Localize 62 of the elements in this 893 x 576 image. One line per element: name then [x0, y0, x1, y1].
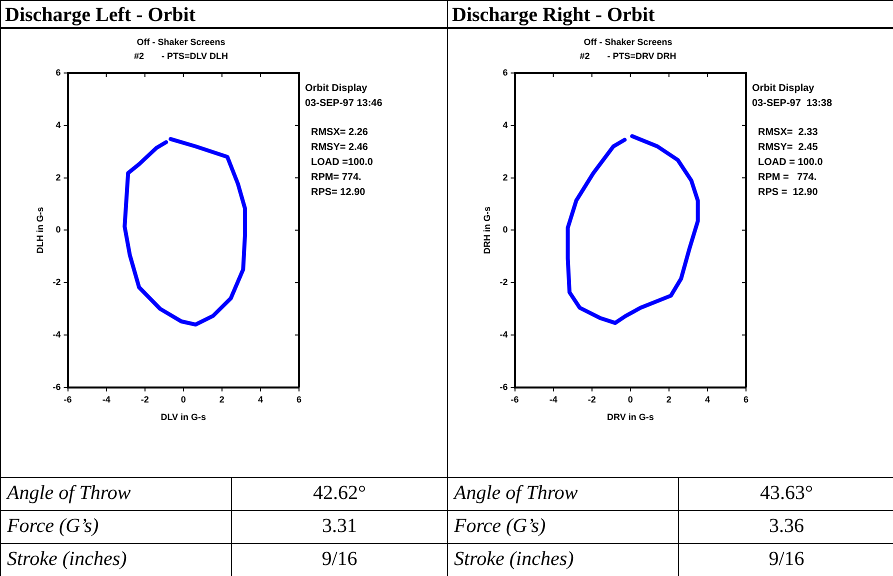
text: RMSX= 2.26	[311, 126, 369, 140]
y-tick-label: -2	[500, 277, 508, 288]
text: Force (G’s)	[448, 511, 679, 543]
text: Angle of Throw	[448, 478, 679, 510]
x-tick-label: 6	[296, 394, 302, 404]
x-axis-title: DLV in G-s	[160, 412, 206, 422]
x-tick-label: 0	[180, 394, 186, 404]
x-tick-label: -2	[140, 394, 149, 404]
x-tick-label: 4	[704, 394, 710, 404]
y-tick-label: 6	[502, 67, 508, 78]
x-tick-label: -6	[510, 394, 519, 404]
y-axis-title: DRH in G-s	[482, 206, 492, 254]
text: Stroke (inches)	[1, 544, 232, 576]
text: Force (G’s)	[1, 511, 232, 543]
y-tick-label: 2	[56, 172, 61, 182]
y-tick-label: 0	[56, 224, 61, 235]
y-tick-label: -2	[52, 277, 61, 288]
x-tick-label: 2	[219, 394, 224, 404]
x-tick-label: 0	[628, 394, 633, 404]
y-tick-label: 0	[502, 224, 508, 235]
text: 9/16	[320, 547, 358, 572]
text: RPM = 774.	[758, 171, 818, 185]
text: 3.31	[321, 514, 358, 539]
text: Stroke (inches)	[448, 544, 679, 576]
text: RMSX= 2.33	[758, 126, 819, 140]
text: RMSY= 2.45	[758, 141, 819, 155]
x-tick-label: -2	[588, 394, 596, 404]
y-tick-label: -4	[52, 329, 61, 340]
x-axis-title: DRV in G-s	[606, 412, 654, 422]
chart-title: Discharge Right - Orbit	[448, 1, 893, 29]
y-tick-label: -6	[52, 382, 61, 392]
y-tick-label: 4	[56, 120, 61, 130]
x-tick-label: -4	[549, 394, 558, 404]
text: Orbit Display	[305, 82, 368, 96]
y-axis-title: DLH in G-s	[34, 206, 45, 254]
x-tick-label: 6	[743, 394, 749, 404]
text: Angle of Throw	[1, 478, 232, 510]
text: 03-SEP-97 13:46	[305, 97, 382, 111]
text: Orbit Display	[752, 82, 816, 96]
text: LOAD = 100.0	[758, 156, 824, 170]
text: 42.62°	[312, 481, 367, 506]
y-tick-label: 6	[56, 67, 61, 78]
chart-title: Discharge Left - Orbit	[1, 1, 447, 29]
x-tick-label: 2	[666, 394, 672, 404]
chart-subtitle: Off - Shaker Screens #2 - PTS=DLV DLH	[132, 36, 230, 63]
text: 03-SEP-97 13:38	[752, 97, 832, 111]
text: RPS= 12.90	[311, 186, 366, 200]
text: 9/16	[768, 547, 806, 572]
x-tick-label: -4	[102, 394, 110, 404]
y-tick-label: -4	[500, 329, 508, 340]
text: RMSY= 2.46	[311, 141, 369, 155]
y-tick-label: -6	[500, 382, 508, 392]
text: RPS = 12.90	[758, 186, 819, 200]
text: LOAD =100.0	[311, 156, 374, 170]
y-tick-label: 4	[502, 120, 508, 130]
text: RPM= 774.	[311, 171, 362, 185]
chart-subtitle: Off - Shaker Screens #2 - PTS=DRV DRH	[578, 36, 678, 63]
x-tick-label: -6	[64, 394, 72, 404]
text: 43.63°	[759, 481, 814, 506]
text: 3.36	[768, 514, 805, 539]
x-tick-label: 4	[258, 394, 263, 404]
y-tick-label: 2	[502, 172, 508, 182]
